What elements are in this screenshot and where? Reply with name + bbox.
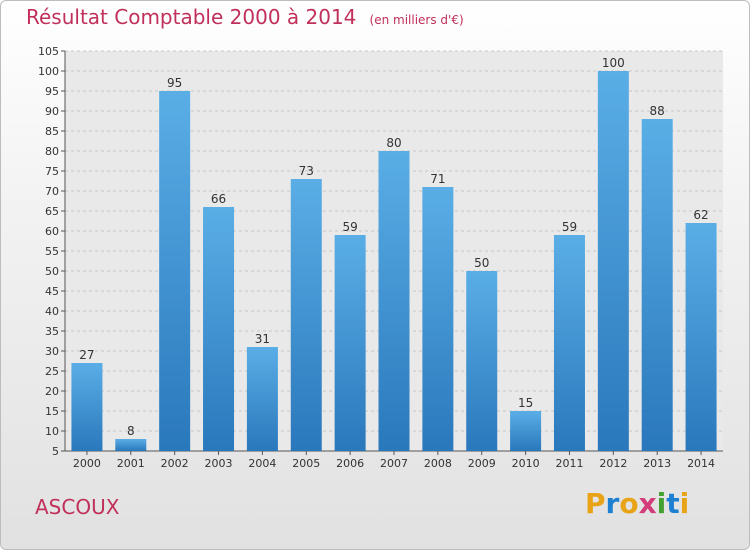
bar xyxy=(685,223,717,451)
bar xyxy=(422,187,454,451)
x-tick-label: 2014 xyxy=(687,457,715,470)
bar-value-label: 95 xyxy=(167,76,182,90)
bar xyxy=(378,151,410,451)
bar-value-label: 27 xyxy=(79,348,94,362)
y-tick-label: 15 xyxy=(45,405,59,418)
bar xyxy=(597,71,629,451)
bar-value-label: 59 xyxy=(342,220,357,234)
bar-value-label: 71 xyxy=(430,172,445,186)
y-tick-label: 55 xyxy=(45,245,59,258)
y-tick-label: 20 xyxy=(45,385,59,398)
bar-value-label: 100 xyxy=(602,56,625,70)
logo-letter: i xyxy=(656,487,667,520)
x-tick-label: 2007 xyxy=(380,457,408,470)
bar-value-label: 66 xyxy=(211,192,226,206)
y-tick-label: 5 xyxy=(52,445,59,458)
bar-value-label: 62 xyxy=(693,208,708,222)
bar-value-label: 8 xyxy=(127,424,135,438)
proxiti-logo: Proxiti xyxy=(585,487,689,520)
x-tick-label: 2009 xyxy=(468,457,496,470)
bar xyxy=(203,207,235,451)
logo-letter: r xyxy=(605,487,620,520)
x-tick-label: 2001 xyxy=(117,457,145,470)
y-tick-label: 95 xyxy=(45,85,59,98)
commune-name: ASCOUX xyxy=(35,495,120,519)
y-tick-label: 80 xyxy=(45,145,59,158)
x-tick-label: 2003 xyxy=(205,457,233,470)
bar-value-label: 80 xyxy=(386,136,401,150)
y-tick-label: 100 xyxy=(38,65,59,78)
y-tick-label: 10 xyxy=(45,425,59,438)
x-tick-label: 2004 xyxy=(248,457,276,470)
title-main: Résultat Comptable 2000 à 2014 xyxy=(26,5,357,29)
bar xyxy=(71,363,103,451)
y-tick-label: 65 xyxy=(45,205,59,218)
bar xyxy=(159,91,191,451)
bar xyxy=(641,119,673,451)
bar xyxy=(553,235,585,451)
y-tick-label: 90 xyxy=(45,105,59,118)
logo-letter: P xyxy=(585,487,606,520)
bar xyxy=(334,235,366,451)
y-tick-label: 50 xyxy=(45,265,59,278)
title-unit: (en milliers d'€) xyxy=(369,13,464,27)
x-tick-label: 2012 xyxy=(599,457,627,470)
y-tick-label: 105 xyxy=(38,45,59,58)
bar xyxy=(466,271,498,451)
bar xyxy=(115,439,147,451)
bar xyxy=(290,179,322,451)
y-tick-label: 35 xyxy=(45,325,59,338)
y-tick-label: 25 xyxy=(45,365,59,378)
bar xyxy=(246,347,278,451)
bar-value-label: 50 xyxy=(474,256,489,270)
y-tick-label: 75 xyxy=(45,165,59,178)
logo-letter: o xyxy=(619,487,639,520)
x-tick-label: 2008 xyxy=(424,457,452,470)
x-tick-label: 2010 xyxy=(512,457,540,470)
chart-title: Résultat Comptable 2000 à 2014 (en milli… xyxy=(26,5,464,29)
x-tick-label: 2013 xyxy=(643,457,671,470)
x-tick-label: 2005 xyxy=(292,457,320,470)
x-tick-label: 2000 xyxy=(73,457,101,470)
y-tick-label: 70 xyxy=(45,185,59,198)
y-tick-label: 30 xyxy=(45,345,59,358)
bar xyxy=(510,411,542,451)
bar-value-label: 15 xyxy=(518,396,533,410)
bar-value-label: 31 xyxy=(255,332,270,346)
bar-value-label: 59 xyxy=(562,220,577,234)
x-tick-label: 2006 xyxy=(336,457,364,470)
y-tick-label: 60 xyxy=(45,225,59,238)
x-tick-label: 2002 xyxy=(161,457,189,470)
x-tick-label: 2011 xyxy=(555,457,583,470)
logo-letter: t xyxy=(666,487,680,520)
y-tick-label: 45 xyxy=(45,285,59,298)
y-tick-label: 85 xyxy=(45,125,59,138)
y-tick-label: 40 xyxy=(45,305,59,318)
logo-letter: i xyxy=(679,487,690,520)
bar-value-label: 73 xyxy=(299,164,314,178)
bar-value-label: 88 xyxy=(650,104,665,118)
logo-letter: x xyxy=(638,487,657,520)
